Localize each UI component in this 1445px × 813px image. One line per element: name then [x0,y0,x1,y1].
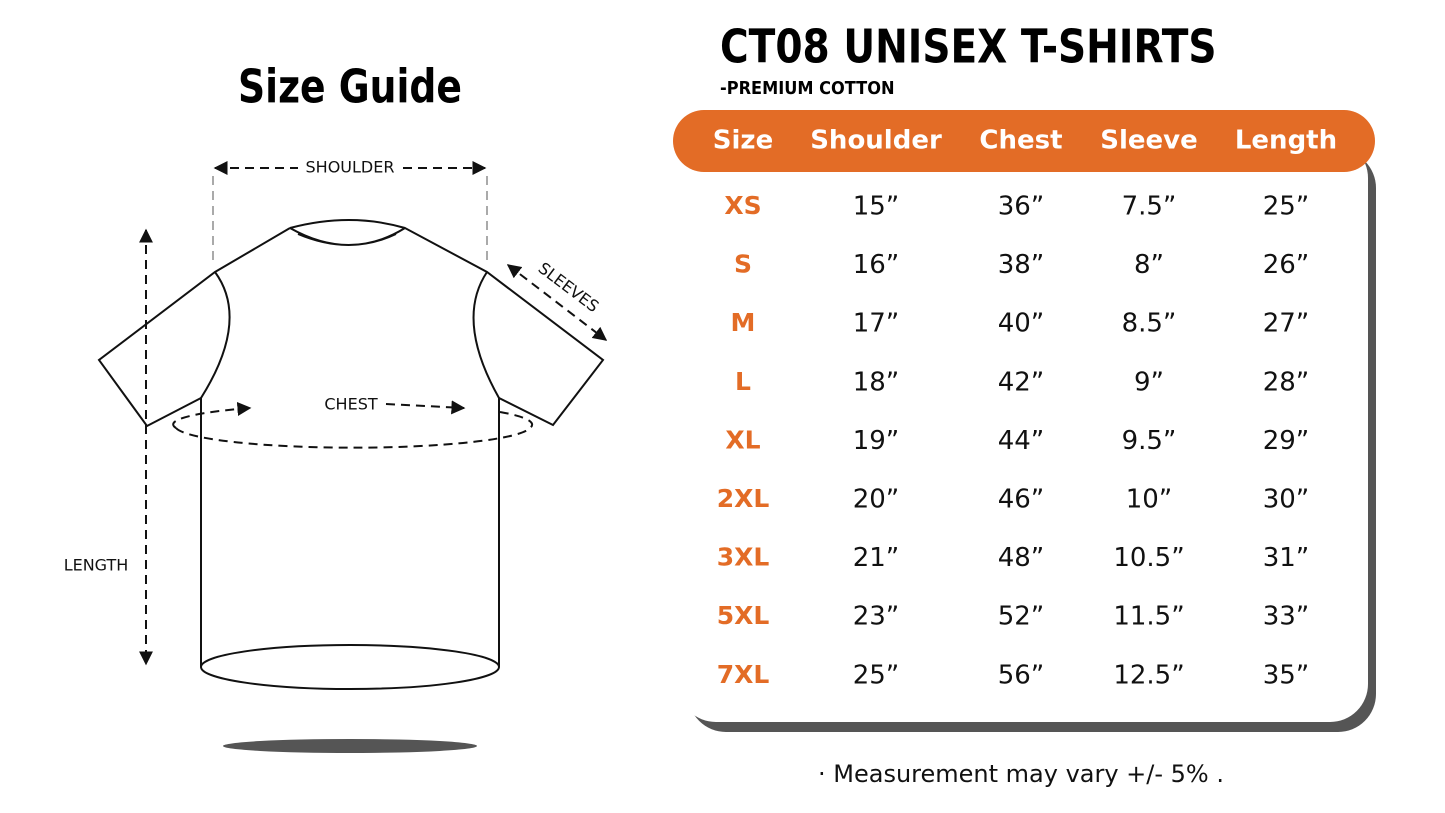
shirt-outline [97,219,605,690]
header-cell: Shoulder [810,126,942,156]
measure-cell: 33” [1263,602,1310,632]
measure-cell: 21” [853,543,900,573]
size-cell: L [735,367,751,396]
size-cell: M [731,308,756,337]
measurement-note: · Measurement may vary +/- 5% . [818,760,1224,788]
chest-label: CHEST [324,395,377,414]
measure-cell: 48” [998,543,1045,573]
size-cell: 5XL [717,601,770,630]
measure-cell: 35” [1263,660,1310,690]
size-cell: XL [725,425,760,454]
measure-cell: 40” [998,309,1045,339]
header-cell: Length [1235,126,1337,156]
measure-cell: 15” [853,192,900,222]
header-cell: Sleeve [1100,126,1198,156]
measure-cell: 26” [1263,250,1310,280]
size-cell: 7XL [717,660,770,689]
guide-title: Size Guide [238,60,462,114]
measure-cell: 7.5” [1122,192,1177,222]
measure-cell: 56” [998,660,1045,690]
size-table: Size Shoulder Chest Sleeve Length XS 15” 36” 7.5… [713,126,1337,691]
measure-cell: 8.5” [1122,309,1177,339]
size-cell: 2XL [717,484,770,513]
table-header [673,110,1375,172]
measure-cell: 28” [1263,367,1310,397]
measure-cell: 16” [853,250,900,280]
measure-cell: 12.5” [1113,660,1184,690]
measure-cell: 38” [998,250,1045,280]
measure-cell: 31” [1263,543,1310,573]
measure-cell: 9” [1134,367,1164,397]
measure-lines [139,161,608,666]
header-cell: Chest [979,126,1062,156]
measure-cell: 10” [1126,485,1173,515]
measure-cell: 9.5” [1122,426,1177,456]
product-title: CT08 UNISEX T-SHIRTS [720,20,1217,74]
measure-cell: 44” [998,426,1045,456]
product-subtitle: -PREMIUM COTTON [720,78,895,99]
measure-cell: 30” [1263,485,1310,515]
measure-cell: 42” [998,367,1045,397]
measure-cell: 29” [1263,426,1310,456]
measure-cell: 46” [998,485,1045,515]
measure-cell: 52” [998,602,1045,632]
measure-cell: 25” [853,660,900,690]
measure-cell: 11.5” [1113,602,1184,632]
measure-cell: 17” [853,309,900,339]
size-cell: S [734,250,752,279]
shirt-shadow [223,739,477,753]
measure-cell: 27” [1263,309,1310,339]
measure-cell: 18” [853,367,900,397]
size-cell: XS [724,191,761,220]
measure-cell: 25” [1263,192,1310,222]
size-cell: 3XL [717,543,770,572]
shoulder-label: SHOULDER [306,158,395,177]
header-cell: Size [713,126,773,156]
length-label: LENGTH [64,556,129,575]
measure-cell: 19” [853,426,900,456]
measure-cell: 36” [998,192,1045,222]
measure-cell: 10.5” [1113,543,1184,573]
measure-cell: 20” [853,485,900,515]
table-body [678,140,1368,722]
measure-cell: 23” [853,602,900,632]
measure-cell: 8” [1134,250,1164,280]
sleeves-label: SLEEVES [535,258,603,316]
